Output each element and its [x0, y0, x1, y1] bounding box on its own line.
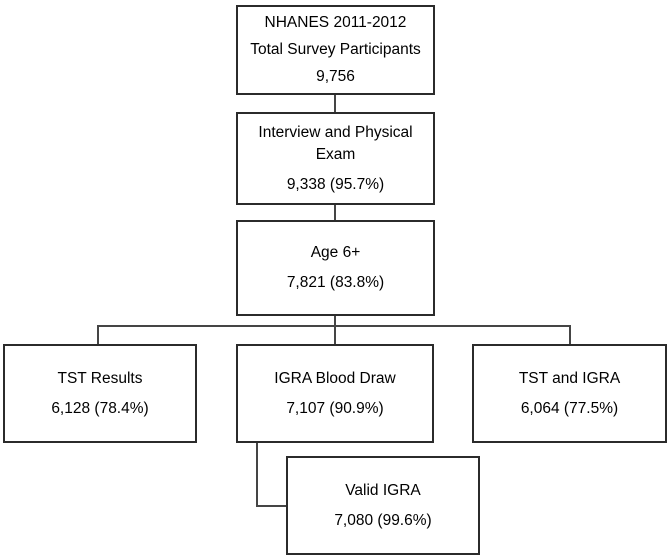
node-total-participants: NHANES 2011-2012 Total Survey Participan… [236, 5, 435, 95]
node-value: 9,756 [316, 68, 355, 85]
node-value: 7,821 (83.8%) [286, 274, 385, 291]
node-title: Age 6+ [310, 244, 361, 261]
node-igra-blood-draw: IGRA Blood Draw 7,107 (90.9%) [236, 344, 434, 443]
node-tst-and-igra: TST and IGRA 6,064 (77.5%) [472, 344, 667, 443]
node-interview-exam: Interview and Physical Exam 9,338 (95.7%… [236, 112, 435, 205]
node-tst-results: TST Results 6,128 (78.4%) [3, 344, 197, 443]
node-title: TST and IGRA [518, 369, 621, 387]
node-title: IGRA Blood Draw [274, 369, 396, 387]
node-title: TST Results [57, 369, 143, 387]
node-value: 7,080 (99.6%) [334, 511, 432, 529]
node-value: 6,128 (78.4%) [51, 399, 149, 417]
node-age-6plus: Age 6+ 7,821 (83.8%) [236, 220, 435, 316]
node-value: 6,064 (77.5%) [520, 399, 619, 417]
node-title: Interview and Physical Exam [258, 123, 413, 163]
node-title: Valid IGRA [345, 481, 421, 499]
node-value: 7,107 (90.9%) [286, 399, 384, 417]
node-title-line1: NHANES 2011-2012 [264, 14, 407, 31]
node-value: 9,338 (95.7%) [286, 175, 385, 193]
node-title-line2: Total Survey Participants [250, 41, 421, 58]
node-valid-igra: Valid IGRA 7,080 (99.6%) [286, 456, 480, 555]
